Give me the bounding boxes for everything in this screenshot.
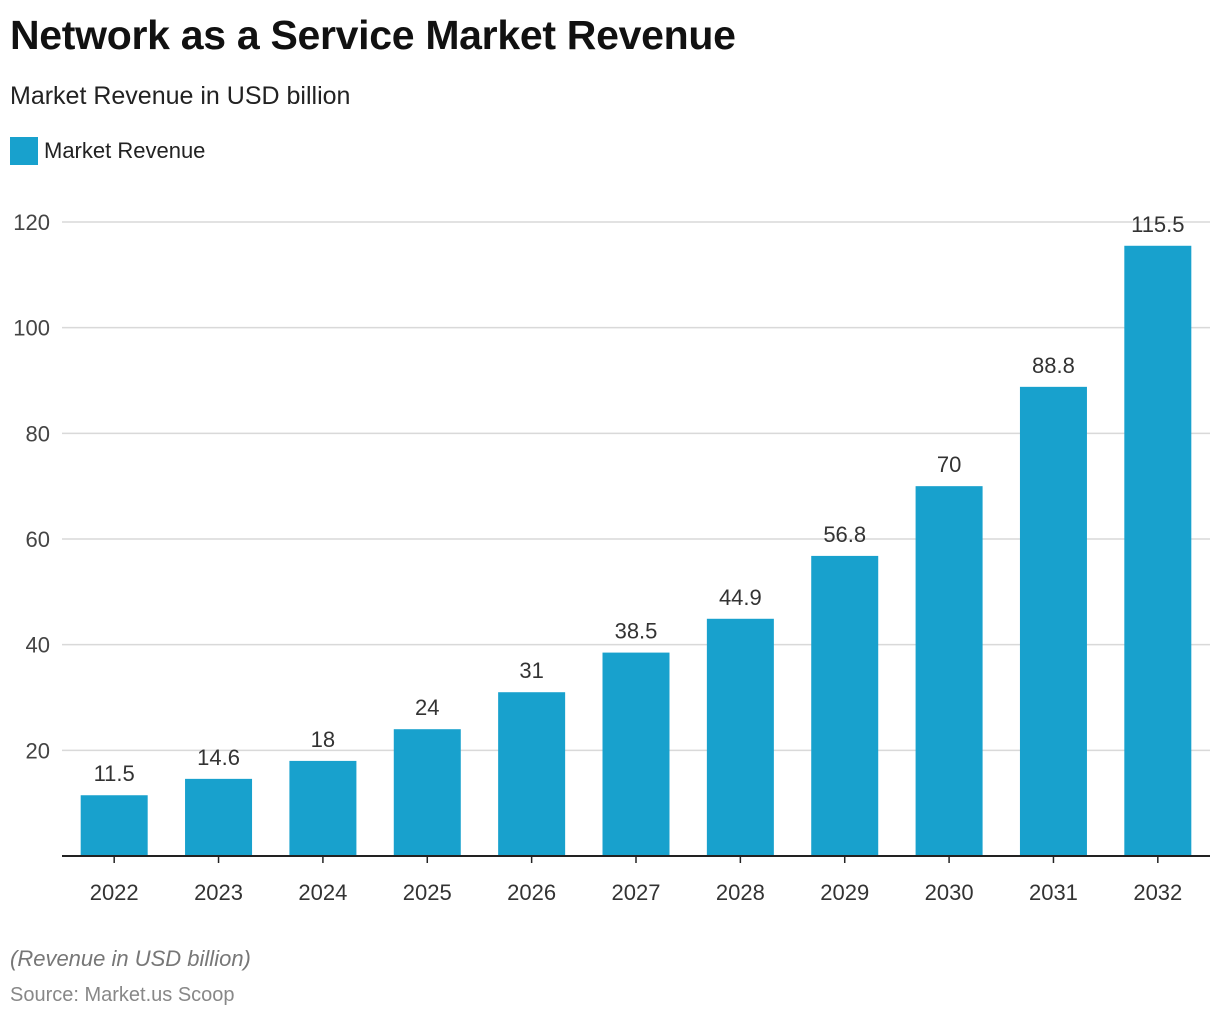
y-tick-label: 120 bbox=[13, 210, 50, 235]
legend-swatch bbox=[10, 137, 38, 165]
bar bbox=[1019, 386, 1087, 856]
y-tick-label: 100 bbox=[13, 316, 50, 341]
bar bbox=[1124, 245, 1192, 856]
x-tick-label: 2023 bbox=[194, 880, 243, 905]
x-tick-label: 2022 bbox=[90, 880, 139, 905]
bar bbox=[706, 618, 774, 856]
data-label: 31 bbox=[519, 658, 543, 683]
x-tick-label: 2029 bbox=[820, 880, 869, 905]
y-tick-label: 60 bbox=[26, 527, 50, 552]
bar bbox=[80, 795, 148, 856]
data-label: 18 bbox=[311, 727, 335, 752]
legend-label: Market Revenue bbox=[44, 138, 206, 163]
bar bbox=[498, 692, 566, 856]
data-label: 88.8 bbox=[1032, 353, 1075, 378]
chart-source: Source: Market.us Scoop bbox=[10, 984, 235, 1006]
data-label: 38.5 bbox=[615, 619, 658, 644]
data-label: 24 bbox=[415, 695, 439, 720]
y-tick-label: 40 bbox=[26, 633, 50, 658]
x-tick-label: 2031 bbox=[1029, 880, 1078, 905]
legend: Market Revenue bbox=[10, 137, 205, 165]
y-tick-label: 20 bbox=[26, 738, 50, 763]
x-tick-label: 2028 bbox=[716, 880, 765, 905]
bar bbox=[393, 729, 461, 856]
x-tick-label: 2032 bbox=[1133, 880, 1182, 905]
bar bbox=[915, 486, 983, 856]
data-label: 11.5 bbox=[94, 761, 135, 786]
x-tick-label: 2026 bbox=[507, 880, 556, 905]
chart-title: Network as a Service Market Revenue bbox=[10, 12, 736, 58]
data-label: 70 bbox=[937, 452, 961, 477]
bar bbox=[811, 555, 879, 856]
data-label: 14.6 bbox=[197, 745, 240, 770]
chart-subtitle: Market Revenue in USD billion bbox=[10, 82, 351, 110]
x-tick-label: 2027 bbox=[612, 880, 661, 905]
bar bbox=[185, 778, 253, 856]
x-tick-label: 2030 bbox=[925, 880, 974, 905]
x-tick-label: 2024 bbox=[298, 880, 347, 905]
data-label: 115.5 bbox=[1131, 212, 1184, 237]
data-label: 44.9 bbox=[719, 585, 762, 610]
bar bbox=[289, 760, 357, 856]
x-tick-label: 2025 bbox=[403, 880, 452, 905]
y-tick-label: 80 bbox=[26, 421, 50, 446]
bar bbox=[602, 652, 670, 856]
chart-note: (Revenue in USD billion) bbox=[10, 946, 251, 971]
data-label: 56.8 bbox=[823, 522, 866, 547]
